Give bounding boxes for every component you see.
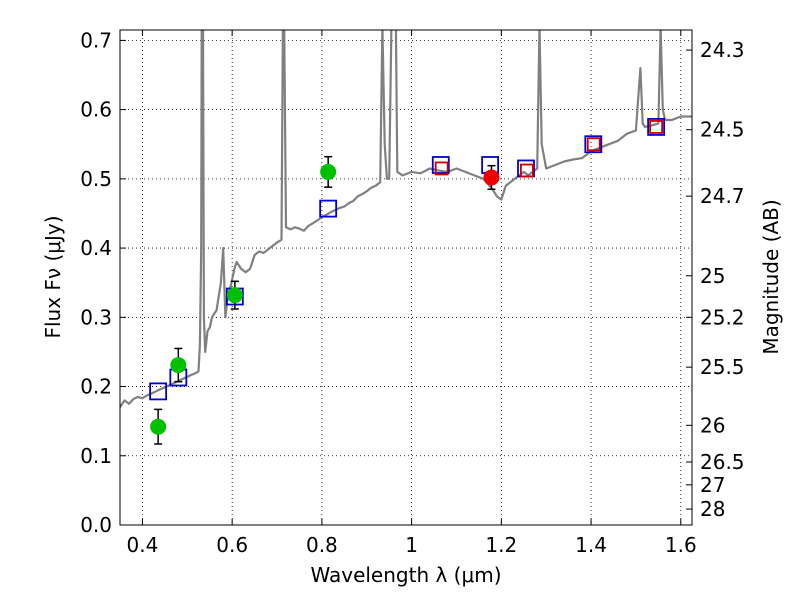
plot-frame — [119, 29, 693, 526]
y2-tick-label: 24.5 — [700, 118, 745, 142]
x-tick-label: 1 — [405, 533, 418, 557]
data-point — [320, 163, 337, 180]
data-point — [150, 418, 167, 435]
spectrum-line — [120, 30, 692, 408]
y2-tick-label: 27 — [700, 473, 725, 497]
y2-tick-label: 26.5 — [700, 450, 745, 474]
y2-tick-label: 28 — [700, 497, 725, 521]
data-point — [483, 169, 500, 186]
grid-lines — [120, 30, 692, 526]
x-tick-label: 0.6 — [216, 533, 248, 557]
data-point — [170, 357, 187, 374]
y-tick-label: 0.0 — [80, 513, 112, 537]
y-tick-label: 0.1 — [80, 444, 112, 468]
y2-tick-label: 25 — [700, 264, 725, 288]
model-square-marker — [319, 199, 338, 218]
x-tick-label: 1.4 — [575, 533, 607, 557]
model-square-marker — [149, 382, 168, 401]
x-axis-ticks: 0.4 0.6 0.8 1 1.2 1.4 1.6 — [127, 30, 697, 557]
y-tick-label: 0.3 — [80, 305, 112, 329]
y2-tick-label: 26 — [700, 413, 725, 437]
plot-area — [120, 30, 692, 445]
red-square-marker — [586, 137, 601, 152]
model-square-marker — [584, 135, 603, 154]
model-square-marker — [431, 156, 450, 174]
y-tick-label: 0.6 — [80, 98, 112, 122]
y2-tick-label: 24.3 — [700, 38, 745, 62]
y2-tick-label: 25.5 — [700, 355, 745, 379]
y2-tick-label: 25.2 — [700, 305, 745, 329]
y-tick-label: 0.2 — [80, 375, 112, 399]
x-tick-label: 1.2 — [485, 533, 517, 557]
red-square-marker — [434, 161, 449, 176]
x-axis-label: Wavelength λ (μm) — [310, 563, 501, 587]
y-axis-label: Flux Fν (μJy) — [41, 215, 65, 338]
y2-axis-label: Magnitude (AB) — [759, 199, 783, 354]
y2-tick-label: 24.7 — [700, 184, 745, 208]
x-tick-label: 0.4 — [127, 533, 159, 557]
red-square-marker — [649, 120, 664, 134]
y-tick-label: 0.4 — [80, 236, 112, 260]
x-tick-label: 1.6 — [665, 533, 697, 557]
data-point — [226, 287, 243, 304]
series-group — [120, 30, 692, 408]
y-tick-label: 0.7 — [80, 28, 112, 52]
y-tick-label: 0.5 — [80, 167, 112, 191]
red-square-marker — [520, 163, 534, 178]
x-tick-label: 0.8 — [306, 533, 338, 557]
y-axis-ticks: 0.0 0.1 0.2 0.3 0.4 0.5 0.6 0.7 — [80, 28, 126, 537]
model-square-marker — [647, 118, 666, 136]
